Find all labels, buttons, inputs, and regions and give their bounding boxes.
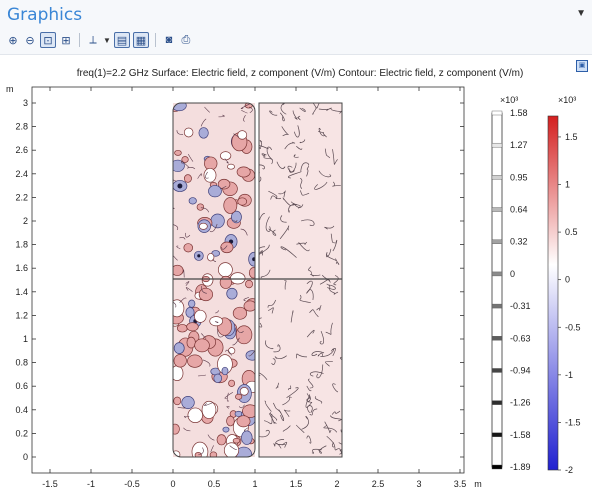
surface-legend-bar xyxy=(547,115,559,471)
x-tick-label: -0.5 xyxy=(124,479,140,489)
contour-legend-bar xyxy=(491,112,503,468)
contour-legend-label: -1.89 xyxy=(510,462,531,472)
y-tick-label: 1.4 xyxy=(15,287,28,297)
contour-level-swatch xyxy=(491,271,503,277)
y-tick-label: 0.4 xyxy=(15,405,28,415)
y-tick-label: 2 xyxy=(23,216,28,226)
contour-legend-label: 0.95 xyxy=(510,172,528,182)
left-domain xyxy=(172,102,256,458)
surface-legend-label: -2 xyxy=(565,465,573,475)
surface-legend-multiplier: ×10³ xyxy=(558,95,576,105)
contour-level-swatch xyxy=(491,303,503,309)
contour-legend-label: -0.63 xyxy=(510,333,531,343)
table-icon[interactable]: ▦ xyxy=(132,32,149,48)
x-tick-label: 0 xyxy=(170,479,175,489)
y-tick-label: 2.8 xyxy=(15,122,28,132)
y-tick-label: 1.6 xyxy=(15,263,28,273)
surface-legend: ×10³ 1.5 1 0.5 0 -0.5 -1 -1.5 -2 xyxy=(547,95,581,475)
y-tick-label: 0.8 xyxy=(15,358,28,368)
contour-level-swatch xyxy=(491,207,503,212)
surface-legend-label: -1.5 xyxy=(565,417,581,427)
axis-orientation-icon[interactable]: ⟂ xyxy=(89,33,97,46)
contour-legend-label: 0.32 xyxy=(510,237,528,247)
axes-frame xyxy=(31,86,465,474)
camera-icon[interactable]: ◙ xyxy=(165,34,173,46)
graphics-toolbar: ⊕ ⊖ ⊡ ⊞ ⟂ ▼ ▤ ▦ ◙ ⎙ xyxy=(6,31,193,49)
contour-legend-label: 1.27 xyxy=(510,140,528,150)
x-tick-label: -1 xyxy=(87,479,95,489)
x-tick-label: 1 xyxy=(252,479,257,489)
surface-legend-label: 1 xyxy=(565,180,570,190)
contour-level-swatch xyxy=(491,175,503,180)
zoom-out-icon[interactable]: ⊖ xyxy=(25,34,35,47)
y-axis-unit: m xyxy=(6,84,14,94)
contour-legend-label: -1.26 xyxy=(510,398,531,408)
zoom-box-icon[interactable]: ⊡ xyxy=(40,32,56,48)
x-tick-label: -1.5 xyxy=(42,479,58,489)
contour-legend-label: -1.58 xyxy=(510,430,531,440)
contour-legend-label: -0.94 xyxy=(510,365,531,375)
menu-arrow-icon[interactable]: ▼ xyxy=(576,8,586,19)
contour-level-swatch xyxy=(491,464,503,470)
right-domain xyxy=(258,102,343,458)
plot-area[interactable]: freq(1)=2.2 GHz Surface: Electric field,… xyxy=(0,54,592,494)
x-tick-label: 0.5 xyxy=(208,479,221,489)
contour-level-swatch xyxy=(491,432,503,438)
x-tick-label: 2 xyxy=(334,479,339,489)
zoom-extents-icon[interactable]: ⊞ xyxy=(61,34,71,47)
surface-legend-label: -0.5 xyxy=(565,322,581,332)
y-tick-label: 0.2 xyxy=(15,428,28,438)
contour-level-swatch xyxy=(491,368,503,373)
x-tick-label: 1.5 xyxy=(290,479,303,489)
y-tick-label: 2.2 xyxy=(15,192,28,202)
y-tick-label: 3 xyxy=(23,98,28,108)
contour-level-swatch xyxy=(491,142,503,148)
contour-legend-label: -0.31 xyxy=(510,301,531,311)
contour-level-swatch xyxy=(491,239,503,244)
graphics-header: Graphics ▼ ⊕ ⊖ ⊡ ⊞ ⟂ ▼ ▤ ▦ ◙ ⎙ xyxy=(0,0,592,55)
surface-legend-label: -1 xyxy=(565,370,573,380)
y-tick-label: 1 xyxy=(23,334,28,344)
x-tick-label: 3 xyxy=(416,479,421,489)
toolbar-separator xyxy=(154,33,156,47)
y-tick-label: 2.6 xyxy=(15,145,28,155)
surface-legend-label: 1.5 xyxy=(565,132,578,142)
contour-legend-label: 0.64 xyxy=(510,205,528,215)
surface-legend-label: 0 xyxy=(565,275,570,285)
contour-level-swatch xyxy=(491,336,503,341)
y-axis-ticks: 0 0.2 0.4 0.6 0.8 1 1.2 1.4 1.6 1.8 2 2.2 2.4 2.6 2.8 3 xyxy=(15,98,464,462)
x-axis-ticks: -1.5 -1 -0.5 0 0.5 1 1.5 2 2.5 3 3.5 m xyxy=(42,87,482,489)
y-tick-label: 1.8 xyxy=(15,240,28,250)
x-tick-label: 2.5 xyxy=(372,479,385,489)
contour-legend-multiplier: ×10³ xyxy=(500,95,518,105)
contour-legend-label: 1.58 xyxy=(510,108,528,118)
axis-dropdown-icon[interactable]: ▼ xyxy=(103,35,111,45)
zoom-in-icon[interactable]: ⊕ xyxy=(8,34,18,47)
y-tick-label: 0 xyxy=(23,452,28,462)
toolbar-separator xyxy=(79,33,80,47)
grid-icon[interactable]: ▤ xyxy=(113,32,130,48)
y-tick-label: 1.2 xyxy=(15,310,28,320)
plot-header: freq(1)=2.2 GHz Surface: Electric field,… xyxy=(77,68,524,79)
export-icon[interactable]: ▣ xyxy=(576,60,588,72)
print-icon[interactable]: ⎙ xyxy=(181,33,191,46)
y-tick-label: 2.4 xyxy=(15,169,28,179)
contour-level-swatch xyxy=(491,400,503,405)
window-title: Graphics xyxy=(7,5,83,25)
x-axis-unit: m xyxy=(474,479,482,489)
y-tick-label: 0.6 xyxy=(15,381,28,391)
contour-level-swatch xyxy=(491,110,503,116)
x-tick-label: 3.5 xyxy=(454,479,467,489)
contour-legend: ×10³ 1.58 1.27 0.95 0.64 0.32 0 -0.31 -0.63 -0.9… xyxy=(491,95,531,472)
surface-legend-label: 0.5 xyxy=(565,227,578,237)
contour-legend-label: 0 xyxy=(510,269,515,279)
